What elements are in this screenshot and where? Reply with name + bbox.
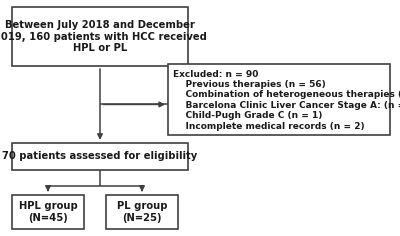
FancyBboxPatch shape: [12, 143, 188, 170]
Text: Between July 2018 and December
2019, 160 patients with HCC received
HPL or PL: Between July 2018 and December 2019, 160…: [0, 20, 206, 53]
Text: Excluded: n = 90
    Previous therapies (n = 56)
    Combination of heterogeneou: Excluded: n = 90 Previous therapies (n =…: [173, 70, 400, 131]
FancyBboxPatch shape: [12, 195, 84, 229]
Text: PL group
(N=25): PL group (N=25): [117, 201, 167, 223]
FancyBboxPatch shape: [12, 7, 188, 66]
Text: HPL group
(N=45): HPL group (N=45): [19, 201, 77, 223]
Text: 70 patients assessed for eligibility: 70 patients assessed for eligibility: [2, 151, 198, 161]
FancyBboxPatch shape: [106, 195, 178, 229]
FancyBboxPatch shape: [168, 64, 390, 135]
